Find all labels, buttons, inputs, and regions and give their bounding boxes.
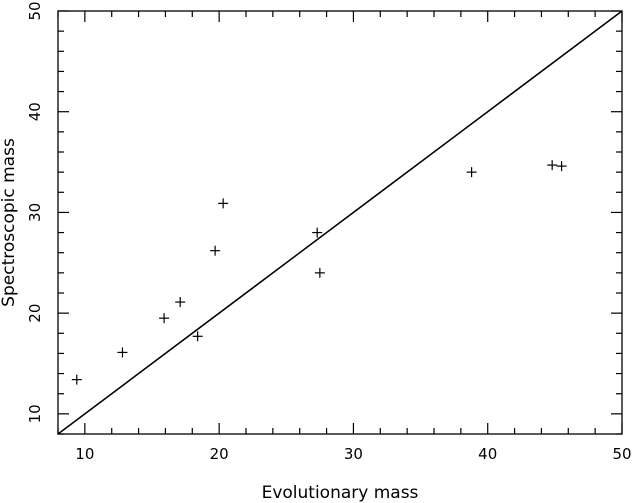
data-point	[556, 161, 567, 172]
y-tick-label: 50	[26, 1, 44, 20]
x-tick-label: 30	[344, 445, 363, 463]
y-tick-label: 20	[26, 304, 44, 323]
y-axis-label: Spectroscopic mass	[0, 138, 19, 307]
y-tick-label: 30	[26, 203, 44, 222]
data-points	[71, 160, 567, 385]
data-point	[547, 160, 558, 171]
y-tick-label: 40	[26, 102, 44, 121]
data-point	[159, 313, 170, 324]
x-tick-label: 40	[478, 445, 497, 463]
axis-ticks	[57, 10, 623, 435]
identity-reference-line	[57, 10, 623, 435]
data-point	[218, 198, 229, 209]
x-tick-label: 10	[75, 445, 94, 463]
data-point	[192, 331, 203, 342]
x-axis-label: Evolutionary mass	[262, 483, 419, 503]
data-point	[117, 347, 128, 358]
data-point	[314, 267, 325, 278]
data-point	[466, 167, 477, 178]
x-tick-label: 20	[210, 445, 229, 463]
data-point	[71, 374, 82, 385]
axis-tick-labels: 10 20 30 40 50 10 20 30 40 50	[26, 1, 632, 463]
data-point	[175, 297, 186, 308]
y-tick-label: 10	[26, 404, 44, 423]
data-point	[312, 227, 323, 238]
x-tick-label: 50	[612, 445, 631, 463]
data-point	[210, 245, 221, 256]
plot-frame	[57, 10, 623, 435]
